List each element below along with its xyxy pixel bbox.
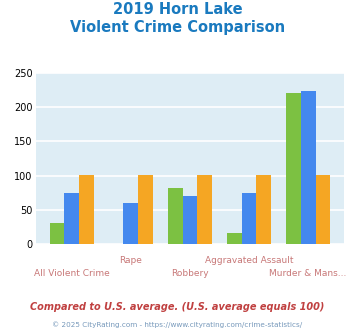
Bar [64, 193, 79, 244]
Text: Aggravated Assault: Aggravated Assault [205, 256, 293, 265]
Bar [168, 188, 182, 244]
Text: Robbery: Robbery [171, 269, 209, 278]
Bar [124, 203, 138, 244]
Bar [50, 223, 64, 244]
Text: Murder & Mans...: Murder & Mans... [269, 269, 347, 278]
Text: Violent Crime Comparison: Violent Crime Comparison [70, 20, 285, 35]
Bar [242, 193, 256, 244]
Bar [286, 93, 301, 244]
Bar [301, 91, 316, 244]
Text: 2019 Horn Lake: 2019 Horn Lake [113, 2, 242, 16]
Text: Rape: Rape [119, 256, 142, 265]
Bar [79, 175, 94, 244]
Bar [138, 175, 153, 244]
Text: Compared to U.S. average. (U.S. average equals 100): Compared to U.S. average. (U.S. average … [30, 302, 325, 312]
Text: All Violent Crime: All Violent Crime [34, 269, 110, 278]
Bar [182, 196, 197, 244]
Bar [256, 175, 271, 244]
Bar [227, 233, 242, 244]
Bar [316, 175, 330, 244]
Text: © 2025 CityRating.com - https://www.cityrating.com/crime-statistics/: © 2025 CityRating.com - https://www.city… [53, 322, 302, 328]
Bar [197, 175, 212, 244]
